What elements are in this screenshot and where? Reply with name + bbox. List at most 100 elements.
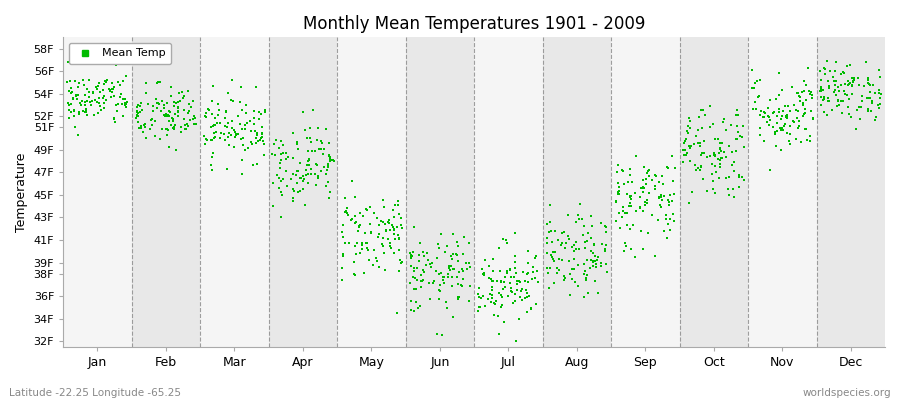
Point <box>567 266 581 272</box>
Point <box>562 292 577 298</box>
Point <box>563 271 578 277</box>
Point <box>657 228 671 234</box>
Point <box>90 99 104 106</box>
Bar <box>816 37 885 347</box>
Point <box>579 274 593 281</box>
Point <box>335 277 349 284</box>
Point <box>75 98 89 104</box>
Point <box>423 296 437 302</box>
Point <box>783 131 797 137</box>
Point <box>728 112 742 118</box>
Point <box>814 88 828 94</box>
Point <box>588 258 602 265</box>
Point <box>850 107 864 114</box>
Point <box>796 78 811 84</box>
Point <box>344 217 358 223</box>
Point <box>446 230 460 237</box>
Point <box>213 135 228 142</box>
Point <box>155 126 169 132</box>
Point <box>633 205 647 211</box>
Point <box>616 208 630 214</box>
Point <box>698 138 712 144</box>
Point <box>814 94 828 100</box>
Point <box>357 270 372 276</box>
Point <box>96 100 111 107</box>
Bar <box>63 37 131 347</box>
Point <box>388 236 402 243</box>
Point <box>668 165 682 172</box>
Point <box>562 258 576 264</box>
Point <box>96 95 111 101</box>
Point <box>865 98 879 105</box>
Point <box>612 225 626 232</box>
Point <box>771 70 786 76</box>
Point <box>872 66 886 73</box>
Point <box>794 139 808 145</box>
Point <box>829 58 843 65</box>
Point <box>521 278 535 285</box>
Point <box>594 262 608 269</box>
Point <box>497 278 511 285</box>
Point <box>566 266 580 272</box>
Point <box>504 284 518 291</box>
Point <box>434 231 448 237</box>
Point <box>130 119 145 126</box>
Point <box>872 90 886 96</box>
Point <box>684 143 698 150</box>
Point <box>442 263 456 269</box>
Point <box>238 102 253 109</box>
Point <box>678 138 692 144</box>
Point <box>431 271 446 278</box>
Point <box>61 115 76 122</box>
Point <box>319 171 333 178</box>
Point <box>796 111 811 117</box>
Point <box>806 115 820 122</box>
Point <box>436 332 450 338</box>
Point <box>306 107 320 113</box>
Point <box>845 75 859 82</box>
Point <box>753 77 768 84</box>
Point <box>428 268 443 274</box>
Point <box>554 242 568 248</box>
Point <box>460 266 474 272</box>
Point <box>842 81 856 88</box>
Point <box>289 172 303 178</box>
Point <box>63 109 77 115</box>
Point <box>371 234 385 240</box>
Point <box>300 162 314 169</box>
Point <box>772 106 787 112</box>
Point <box>487 300 501 306</box>
Point <box>360 245 374 251</box>
Point <box>572 212 586 218</box>
Point <box>600 268 615 275</box>
Point <box>550 270 564 277</box>
Point <box>844 82 859 88</box>
Point <box>696 176 710 183</box>
Point <box>594 240 608 247</box>
Point <box>208 134 222 141</box>
Point <box>647 172 662 178</box>
Point <box>713 145 727 151</box>
Point <box>656 181 670 188</box>
Point <box>359 240 374 247</box>
Point <box>510 278 525 284</box>
Point <box>302 156 316 163</box>
Point <box>418 262 433 268</box>
Point <box>562 236 576 243</box>
Point <box>68 78 83 84</box>
Point <box>301 148 315 154</box>
Point <box>512 279 526 285</box>
Point <box>697 150 711 156</box>
Point <box>414 284 428 290</box>
Point <box>178 126 193 132</box>
Point <box>580 238 594 244</box>
Point <box>372 222 386 228</box>
Point <box>67 112 81 119</box>
Point <box>312 146 327 152</box>
Point <box>426 280 440 286</box>
Point <box>564 266 579 272</box>
Point <box>521 260 535 266</box>
Point <box>610 191 625 197</box>
Point <box>78 108 93 114</box>
Point <box>590 253 605 260</box>
